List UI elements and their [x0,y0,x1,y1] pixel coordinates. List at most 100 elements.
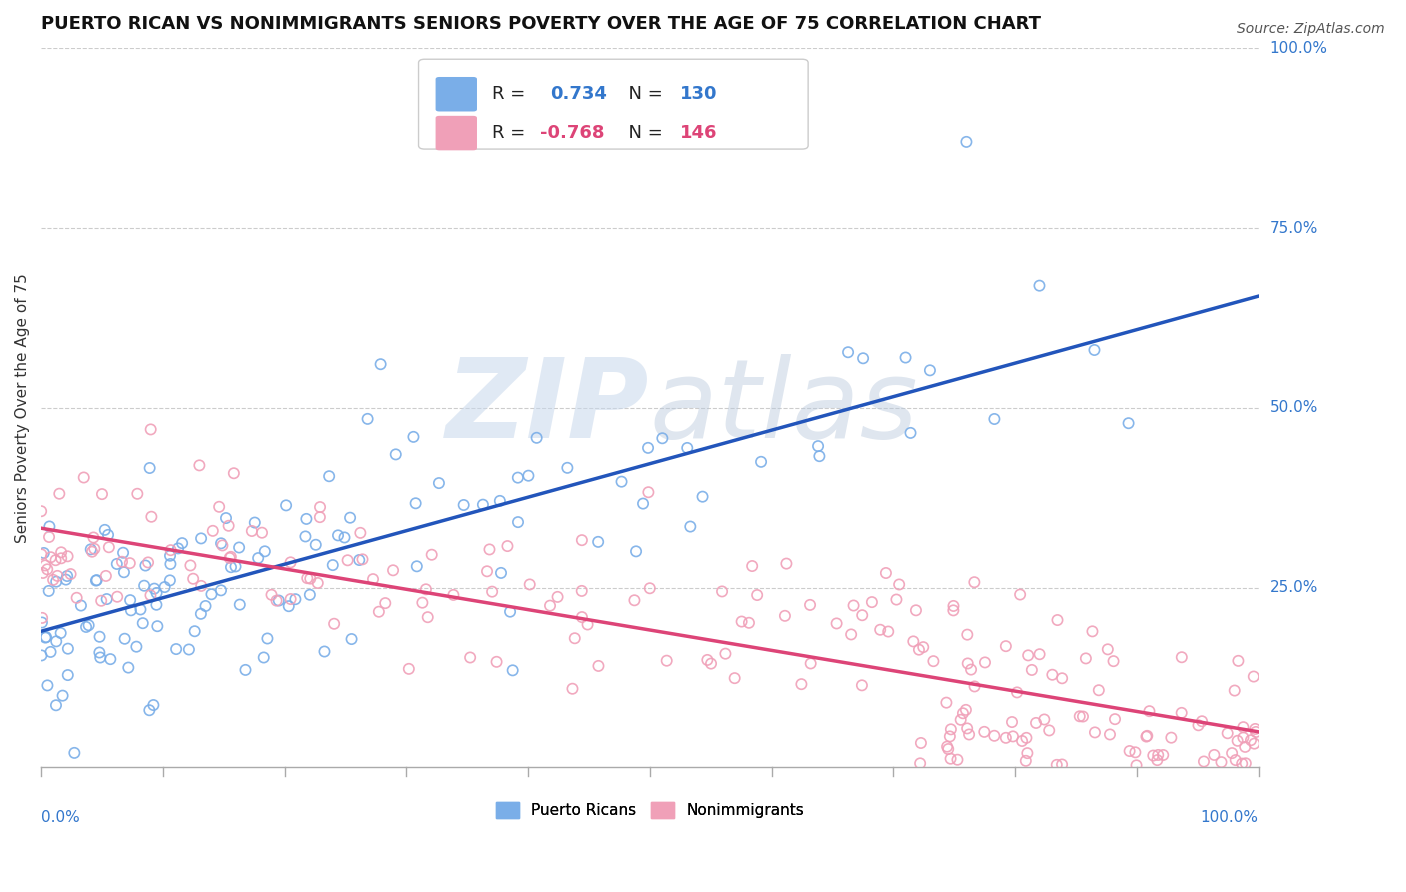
Point [939,723,962,737]
Point [471,498,494,512]
Point [1244,722,1267,736]
Point [696,653,718,667]
Point [30,547,52,561]
Point [295,512,318,526]
Point [56,549,79,564]
Point [228,541,250,555]
Point [39,645,62,659]
Point [243,516,266,530]
Point [34,631,56,645]
Y-axis label: Seniors Poverty Over the Age of 75: Seniors Poverty Over the Age of 75 [15,273,30,542]
Point [651,431,673,445]
Point [1040,667,1063,681]
Point [318,469,340,483]
Point [1125,758,1147,772]
Point [340,632,363,646]
Point [1230,756,1253,771]
Point [323,616,346,631]
Point [127,487,149,501]
Point [59,567,82,582]
Point [1084,725,1107,739]
Point [1081,624,1104,639]
Text: 50.0%: 50.0% [1270,401,1317,416]
Point [52,689,75,703]
Point [39,550,62,565]
Point [741,559,763,574]
Point [1028,647,1050,661]
Point [38,583,60,598]
Point [700,657,723,671]
Point [571,583,593,598]
Point [84,574,107,588]
Point [1240,733,1263,747]
Point [82,531,104,545]
Point [571,533,593,548]
Point [904,603,927,617]
Point [201,524,224,538]
Point [209,583,232,598]
Point [942,599,965,613]
Point [842,599,865,613]
Point [738,615,761,630]
Point [218,551,240,566]
Point [631,497,654,511]
Point [1146,753,1168,767]
Point [730,615,752,629]
Point [557,460,579,475]
Point [1050,671,1073,685]
Point [1234,739,1257,754]
Point [89,650,111,665]
Point [167,541,190,556]
Point [200,587,222,601]
Point [957,727,980,741]
Point [80,542,103,557]
Point [903,634,925,648]
Point [34,558,56,573]
Point [280,555,302,569]
Point [1187,718,1209,732]
Point [576,617,599,632]
Point [496,539,519,553]
Text: N =: N = [617,86,668,103]
Point [676,441,699,455]
Point [356,412,378,426]
Point [1160,731,1182,745]
Point [112,566,135,580]
Point [179,558,201,573]
Point [571,610,593,624]
Text: 130: 130 [681,86,718,103]
Point [875,566,897,580]
Point [98,652,121,666]
Point [83,541,105,556]
Point [586,534,609,549]
Point [159,549,181,563]
Point [89,646,111,660]
Point [138,703,160,717]
Point [218,518,240,533]
Point [481,584,503,599]
Point [1226,733,1249,747]
Point [1071,709,1094,723]
Point [129,602,152,616]
Point [136,556,159,570]
Point [952,706,974,721]
Point [860,595,883,609]
Point [398,662,420,676]
Point [31,611,53,625]
Point [1118,416,1140,430]
Point [305,538,328,552]
Point [134,558,156,573]
Point [1001,714,1024,729]
Point [679,519,702,533]
Text: N =: N = [617,124,668,142]
Point [1010,588,1032,602]
Point [143,582,166,596]
Point [1017,746,1039,760]
Point [499,605,522,619]
Point [1139,704,1161,718]
Point [333,531,356,545]
Point [139,422,162,436]
Point [949,713,972,727]
Point [1192,755,1215,769]
Point [1015,754,1038,768]
